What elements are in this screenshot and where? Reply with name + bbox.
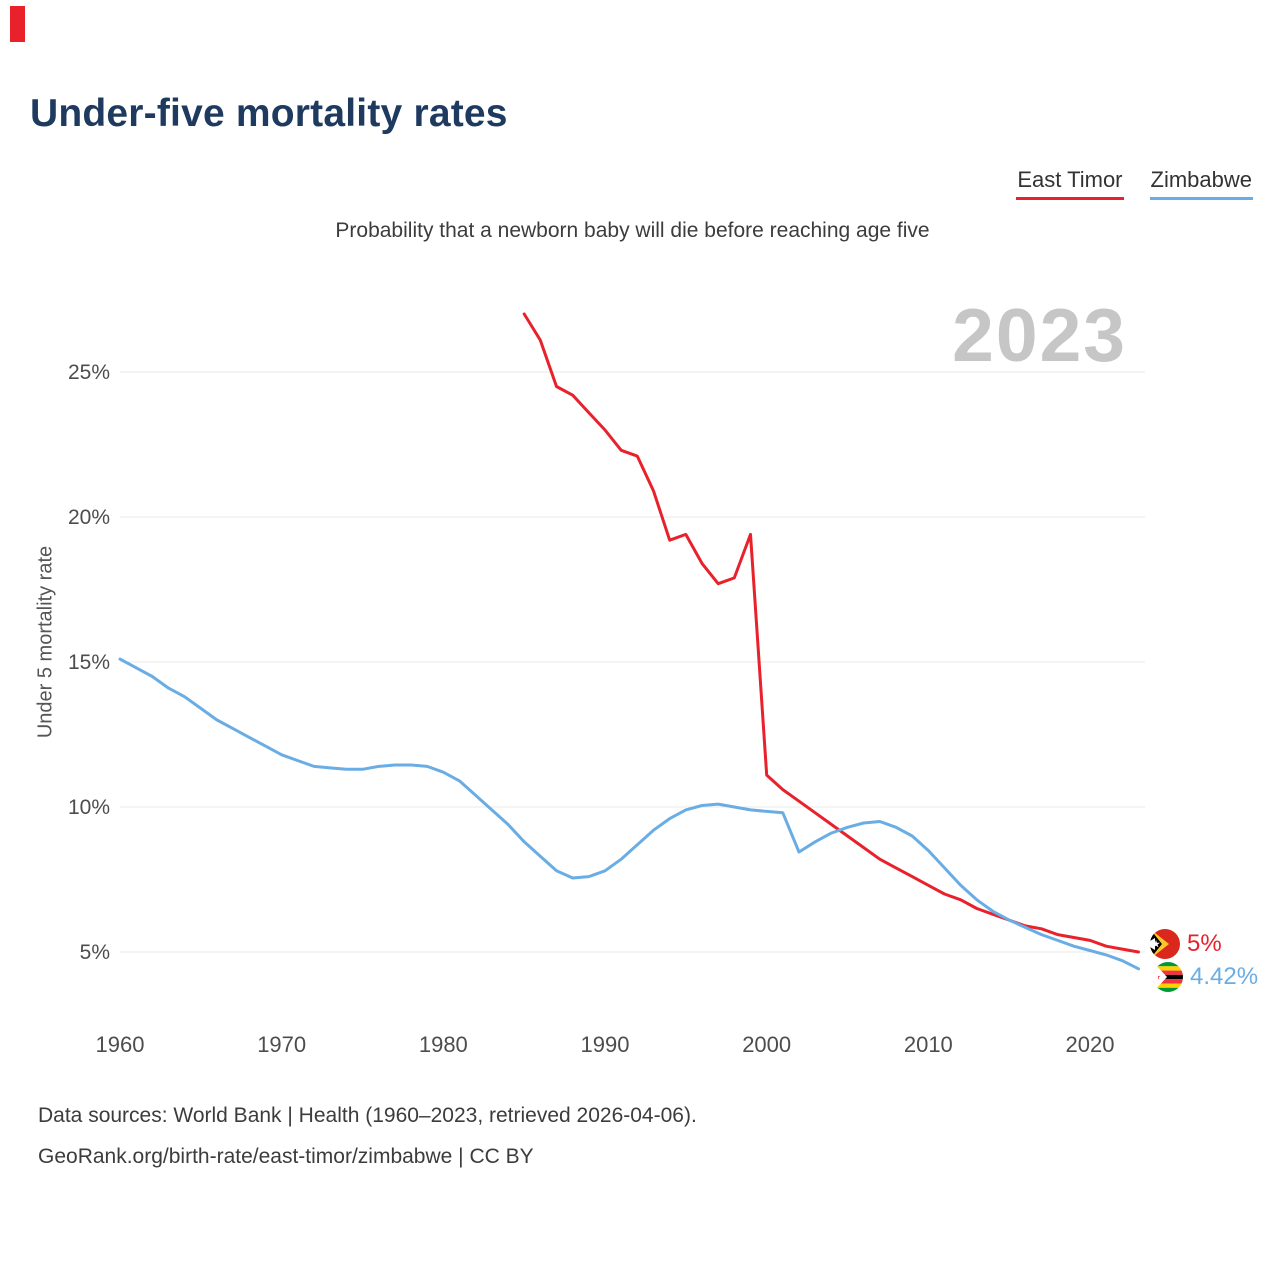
data-source-text: Data sources: World Bank | Health (1960–… — [38, 1104, 697, 1127]
y-tick-label: 25% — [68, 361, 110, 384]
end-label-east-timor: 5% — [1145, 929, 1222, 959]
x-tick-label: 2010 — [904, 1032, 953, 1057]
x-tick-label: 1960 — [96, 1032, 145, 1057]
flag-pointer — [1148, 971, 1158, 983]
x-tick-label: 2020 — [1066, 1032, 1115, 1057]
series-line-zimbabwe[interactable] — [118, 657, 1140, 971]
flag-pointer — [1145, 938, 1155, 950]
zimbabwe-flag-icon — [1148, 962, 1183, 992]
chart-subtitle: Probability that a newborn baby will die… — [335, 219, 930, 242]
east-timor-flag-icon — [1145, 929, 1180, 959]
year-watermark: 2023 — [952, 293, 1127, 377]
legend: East Timor Zimbabwe — [1016, 167, 1253, 200]
end-value-zimbabwe: 4.42% — [1190, 963, 1259, 990]
legend-east-timor[interactable]: East Timor — [1016, 167, 1124, 200]
y-tick-label: 20% — [68, 506, 110, 529]
end-label-zimbabwe: 4.42% — [1148, 962, 1259, 992]
series-line-east-timor[interactable] — [522, 312, 1140, 954]
x-tick-label: 1970 — [257, 1032, 306, 1057]
x-tick-label: 1990 — [581, 1032, 630, 1057]
attribution-link[interactable]: GeoRank.org/birth-rate/east-timor/zimbab… — [38, 1145, 534, 1168]
site-logo-mark — [10, 6, 25, 42]
footer: Data sources: World Bank | Health (1960–… — [38, 1104, 697, 1186]
x-tick-label: 1980 — [419, 1032, 468, 1057]
y-tick-label: 5% — [80, 941, 110, 964]
page-title: Under-five mortality rates — [30, 92, 508, 135]
y-tick-label: 15% — [68, 651, 110, 674]
y-tick-label: 10% — [68, 796, 110, 819]
legend-zimbabwe[interactable]: Zimbabwe — [1149, 167, 1253, 200]
end-value-east-timor: 5% — [1187, 930, 1222, 957]
x-tick-label: 2000 — [742, 1032, 791, 1057]
